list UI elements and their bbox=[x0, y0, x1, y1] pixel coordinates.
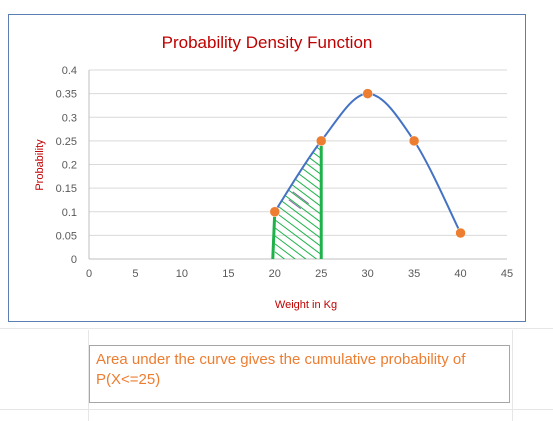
y-tick-label: 0.1 bbox=[62, 207, 77, 219]
y-tick-label: 0.05 bbox=[56, 230, 77, 242]
x-axis-label: Weight in Kg bbox=[275, 299, 337, 311]
x-tick-label: 35 bbox=[408, 268, 420, 280]
y-tick-label: 0.3 bbox=[62, 112, 77, 124]
x-tick-label: 0 bbox=[86, 268, 92, 280]
y-axis-label: Probability bbox=[34, 139, 46, 191]
shaded-area bbox=[274, 140, 322, 259]
x-tick-label: 40 bbox=[454, 268, 466, 280]
lower-bound-line bbox=[271, 211, 277, 260]
annotation-textbox[interactable]: Area under the curve gives the cumulativ… bbox=[89, 345, 510, 403]
y-tick-label: 0.35 bbox=[56, 89, 77, 101]
x-tick-label: 30 bbox=[362, 268, 374, 280]
cell-gridline bbox=[0, 409, 553, 410]
annotation-text: Area under the curve gives the cumulativ… bbox=[96, 351, 466, 388]
cell-gridline bbox=[512, 330, 513, 421]
y-tick-label: 0.2 bbox=[62, 160, 77, 172]
data-point bbox=[362, 88, 373, 99]
x-tick-label: 10 bbox=[176, 268, 188, 280]
data-point bbox=[408, 135, 420, 147]
x-tick-label: 15 bbox=[222, 268, 234, 280]
x-tick-label: 5 bbox=[132, 268, 138, 280]
data-point bbox=[455, 227, 466, 239]
y-tick-label: 0 bbox=[71, 254, 77, 266]
y-tick-label: 0.25 bbox=[56, 136, 77, 148]
y-tick-label: 0.15 bbox=[56, 183, 77, 195]
x-tick-label: 20 bbox=[269, 268, 281, 280]
x-tick-label: 25 bbox=[315, 268, 327, 280]
chart-area[interactable]: 0 0.05 0.1 0.15 0.2 0.25 0.3 0.35 0.4 0 5 10 15 20 25 3… bbox=[8, 14, 526, 322]
data-point bbox=[315, 135, 327, 147]
data-point bbox=[269, 206, 281, 217]
y-tick-label: 0.4 bbox=[62, 65, 77, 77]
cell-gridline bbox=[88, 330, 89, 421]
x-tick-label: 45 bbox=[501, 268, 513, 280]
chart-title: Probability Density Function bbox=[162, 33, 373, 52]
pdf-chart: 0 0.05 0.1 0.15 0.2 0.25 0.3 0.35 0.4 0 5 10 15 20 25 3… bbox=[34, 33, 513, 311]
cell-gridline bbox=[0, 328, 553, 329]
